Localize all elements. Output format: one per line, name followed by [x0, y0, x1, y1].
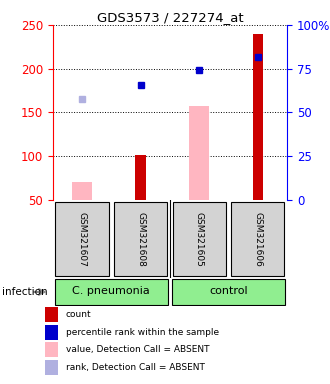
- Bar: [45, 342, 58, 358]
- Text: percentile rank within the sample: percentile rank within the sample: [66, 328, 219, 337]
- FancyBboxPatch shape: [55, 202, 109, 276]
- Text: rank, Detection Call = ABSENT: rank, Detection Call = ABSENT: [66, 363, 205, 372]
- FancyBboxPatch shape: [173, 202, 226, 276]
- Text: value, Detection Call = ABSENT: value, Detection Call = ABSENT: [66, 345, 210, 354]
- Text: GSM321605: GSM321605: [195, 212, 204, 266]
- Text: count: count: [66, 310, 92, 319]
- Bar: [252, 34, 263, 200]
- Text: C. pneumonia: C. pneumonia: [73, 286, 150, 296]
- Bar: [72, 182, 92, 200]
- Text: control: control: [209, 286, 248, 296]
- Text: GSM321608: GSM321608: [136, 212, 145, 266]
- Text: GSM321607: GSM321607: [78, 212, 86, 266]
- Bar: [45, 324, 58, 340]
- Bar: [45, 359, 58, 375]
- FancyBboxPatch shape: [172, 280, 285, 305]
- Bar: [45, 307, 58, 323]
- Bar: [135, 156, 146, 200]
- FancyBboxPatch shape: [54, 280, 168, 305]
- FancyBboxPatch shape: [114, 202, 167, 276]
- Text: infection: infection: [2, 287, 47, 297]
- Title: GDS3573 / 227274_at: GDS3573 / 227274_at: [97, 11, 243, 24]
- Bar: [189, 106, 210, 200]
- Text: GSM321606: GSM321606: [253, 212, 262, 266]
- FancyBboxPatch shape: [231, 202, 284, 276]
